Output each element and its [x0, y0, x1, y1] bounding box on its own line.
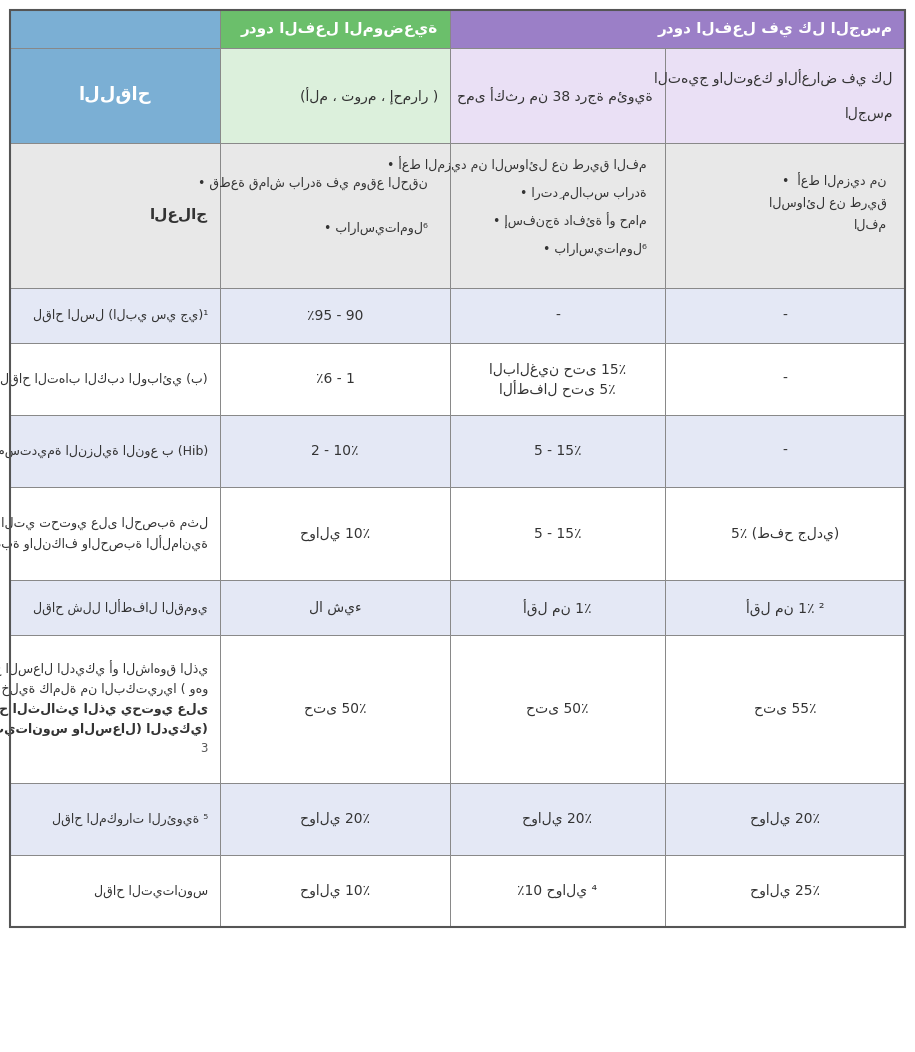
Text: • إسفنجة دافئة أو حمام: • إسفنجة دافئة أو حمام [493, 213, 647, 229]
Bar [10, 635, 220, 783]
Text: الجسم: الجسم [845, 106, 893, 121]
Text: لقاح التيتانوس: لقاح التيتانوس [94, 885, 208, 897]
Bar [10, 143, 220, 288]
Bar [450, 580, 665, 635]
Text: حوالي 25٪: حوالي 25٪ [750, 884, 820, 898]
Bar [10, 580, 220, 635]
Text: حمى أكثر من 38 درجة مئوية: حمى أكثر من 38 درجة مئوية [458, 87, 653, 104]
Text: -: - [782, 308, 788, 323]
Text: • باراسيتامول⁶: • باراسيتامول⁶ [324, 221, 428, 235]
Text: -: - [555, 308, 560, 323]
Text: لقاح التهاب الكبد الوبائي (ب): لقاح التهاب الكبد الوبائي (ب) [0, 372, 208, 386]
Text: -: - [782, 444, 788, 458]
Bar [220, 288, 450, 343]
Bar [10, 855, 220, 927]
Bar [665, 487, 905, 580]
Text: اللقاحات التي تحتوي على الحصبة مثل: اللقاحات التي تحتوي على الحصبة مثل [0, 517, 208, 530]
Text: (ألم ، تورم ، إحمرار ): (ألم ، تورم ، إحمرار ) [300, 86, 438, 104]
Text: السوائل عن طريق: السوائل عن طريق [769, 197, 887, 209]
Bar [10, 783, 220, 855]
Text: ردود الفعل الموضعية: ردود الفعل الموضعية [241, 21, 438, 37]
Bar [10, 487, 220, 580]
Text: لا شيء: لا شيء [308, 601, 361, 614]
Bar [665, 48, 905, 143]
Bar [220, 855, 450, 927]
Text: حوالي 20٪: حوالي 20٪ [300, 812, 370, 826]
Text: حتى 50٪: حتى 50٪ [526, 702, 588, 716]
Bar [450, 487, 665, 580]
Text: لقاح الحصبة والنكاف والحصبة الألمانية: لقاح الحصبة والنكاف والحصبة الألمانية [0, 535, 208, 551]
Bar [450, 143, 665, 288]
Bar [450, 855, 665, 927]
Text: •  أعط المزيد من: • أعط المزيد من [782, 173, 887, 189]
Text: حوالي 10٪: حوالي 10٪ [300, 884, 370, 898]
Text: 5 - 15٪: 5 - 15٪ [533, 444, 581, 458]
Bar [220, 783, 450, 855]
Text: 5٪ (طفح جلدي): 5٪ (طفح جلدي) [731, 526, 839, 541]
Bar [220, 487, 450, 580]
Bar [450, 635, 665, 783]
Text: 2 - 10٪: 2 - 10٪ [311, 444, 359, 458]
Bar [665, 783, 905, 855]
Text: العلاج: العلاج [150, 208, 208, 223]
Bar [450, 288, 665, 343]
Text: -: - [782, 372, 788, 386]
Bar [665, 635, 905, 783]
Bar [220, 48, 450, 143]
Text: موجود في اللقاح الثلاثي الذي يحتوي على: موجود في اللقاح الثلاثي الذي يحتوي على [0, 702, 208, 715]
Text: • أعط المزيد من السوائل عن طريق الفم: • أعط المزيد من السوائل عن طريق الفم [387, 157, 647, 174]
Text: • باراسيتامول⁶: • باراسيتامول⁶ [544, 242, 647, 256]
Bar [220, 143, 450, 288]
Text: لقاح الدفتيريا والتيتانوس والسعال) الديكي): لقاح الدفتيريا والتيتانوس والسعال) الديك… [0, 723, 208, 735]
Bar [220, 11, 450, 48]
Text: حوالي 10٪: حوالي 10٪ [300, 526, 370, 541]
Text: أقل من 1٪: أقل من 1٪ [523, 599, 592, 616]
Bar [450, 48, 665, 143]
Text: اللقاح: اللقاح [79, 86, 151, 104]
Text: التهيج والتوعك والأعراض في كل: التهيج والتوعك والأعراض في كل [654, 68, 893, 86]
Text: لقاح السعال الديكي أو الشاهوق الذي: لقاح السعال الديكي أو الشاهوق الذي [0, 661, 208, 677]
Bar [10, 48, 220, 143]
Bar [665, 855, 905, 927]
Bar [10, 414, 220, 487]
Bar [10, 288, 220, 343]
Text: • قطعة قماش باردة في موقع الحقن: • قطعة قماش باردة في موقع الحقن [199, 177, 428, 189]
Text: يحتوي على خلية كاملة من البكتيريا ( وهو: يحتوي على خلية كاملة من البكتيريا ( وهو [0, 683, 208, 695]
Text: ردود الفعل في كل الجسم: ردود الفعل في كل الجسم [658, 21, 893, 37]
Text: ٪95 - 90: ٪95 - 90 [307, 308, 363, 323]
Bar [665, 288, 905, 343]
Bar [10, 11, 905, 927]
Bar [665, 143, 905, 288]
Text: لقاح شلل الأطفال القموي: لقاح شلل الأطفال القموي [33, 600, 208, 615]
Bar [220, 580, 450, 635]
Bar [665, 580, 905, 635]
Bar [450, 343, 665, 414]
Text: • ارتدِ ملابس باردة: • ارتدِ ملابس باردة [521, 186, 647, 200]
Text: لقاح المستديمة النزلية النوع ب (Hib): لقاح المستديمة النزلية النوع ب (Hib) [0, 444, 208, 458]
Text: حتى 50٪: حتى 50٪ [304, 702, 366, 716]
Text: لقاح السل (البي سي جي)¹: لقاح السل (البي سي جي)¹ [33, 309, 208, 322]
Text: 3: 3 [200, 743, 208, 755]
Text: حوالي 20٪: حوالي 20٪ [522, 812, 593, 826]
Text: حتى 55٪: حتى 55٪ [754, 702, 816, 716]
Text: ٪6 - 1: ٪6 - 1 [316, 372, 354, 386]
Text: حوالي 20٪: حوالي 20٪ [750, 812, 820, 826]
Text: أقل من 1٪ ²: أقل من 1٪ ² [746, 599, 824, 616]
Bar [665, 343, 905, 414]
Bar [10, 11, 220, 48]
Bar [220, 343, 450, 414]
Bar [220, 414, 450, 487]
Text: 5 - 15٪: 5 - 15٪ [533, 526, 581, 541]
Text: الفم: الفم [854, 219, 887, 231]
Text: لقاح المكورات الرئوية ⁵: لقاح المكورات الرئوية ⁵ [52, 812, 208, 826]
Text: البالغين حتى 15٪: البالغين حتى 15٪ [489, 363, 626, 377]
Bar [220, 635, 450, 783]
Bar [665, 414, 905, 487]
Text: الأطفال حتى 5٪: الأطفال حتى 5٪ [500, 380, 616, 397]
Bar [450, 414, 665, 487]
Text: ٪10 حوالي ⁴: ٪10 حوالي ⁴ [518, 884, 597, 898]
Bar [10, 343, 220, 414]
Bar [450, 11, 905, 48]
Bar [450, 783, 665, 855]
